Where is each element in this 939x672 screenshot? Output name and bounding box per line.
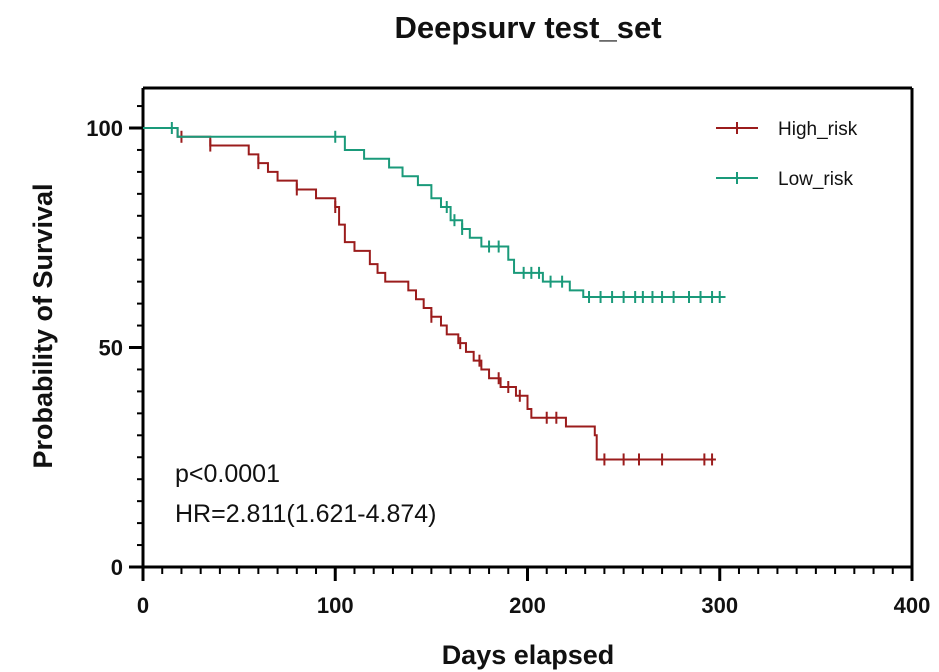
legend-label-high-risk: High_risk [778, 119, 858, 140]
y-axis-title: Probability of Survival [28, 183, 58, 468]
hazard-ratio-annotation: HR=2.811(1.621-4.874) [175, 500, 437, 528]
legend-item-low-risk: Low_risk [716, 169, 853, 190]
x-axis-title: Days elapsed [442, 640, 615, 670]
legend-item-high-risk: High_risk [716, 119, 858, 140]
y-tick-label: 50 [99, 336, 123, 361]
p-value-annotation: p<0.0001 [175, 460, 280, 488]
y-tick-label: 100 [86, 116, 123, 141]
high-risk-survival-curve [143, 127, 716, 461]
series-layer [143, 122, 726, 466]
x-tick-label: 200 [509, 593, 546, 618]
y-tick-label: 0 [111, 555, 123, 580]
chart-title: Deepsurv test_set [394, 10, 661, 45]
x-tick-label: 100 [317, 593, 354, 618]
axes: 0 50 100 0 100 200 300 400 [86, 86, 931, 618]
low-risk-survival-curve [143, 127, 726, 299]
x-tick-label: 300 [701, 593, 738, 618]
x-tick-label: 400 [894, 593, 931, 618]
x-tick-label: 0 [137, 593, 149, 618]
legend: High_risk Low_risk [716, 119, 858, 190]
legend-label-low-risk: Low_risk [778, 169, 853, 190]
